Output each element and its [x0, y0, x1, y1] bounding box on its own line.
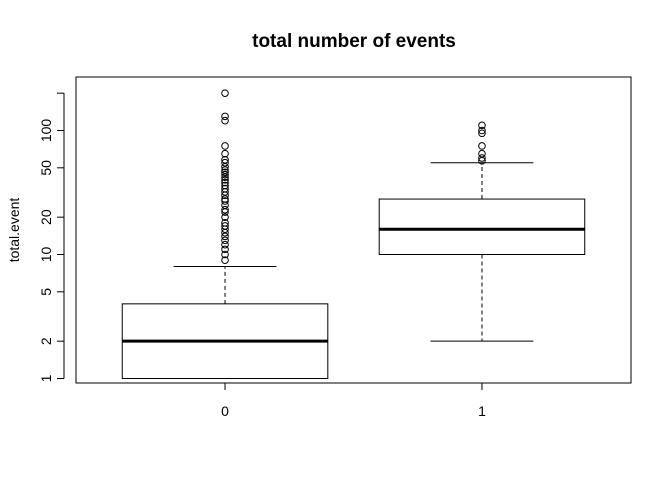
- outlier-point: [221, 240, 229, 249]
- outlier-point: [221, 173, 229, 182]
- outlier-point: [221, 170, 229, 179]
- y-tick-label: 5: [38, 288, 54, 296]
- outlier-point: [221, 181, 229, 190]
- y-tick-label: 10: [38, 247, 54, 263]
- outlier-point: [221, 158, 229, 167]
- y-axis: 1 2 5 10 20 50 100: [38, 92, 65, 382]
- y-tick-label: 20: [38, 209, 54, 225]
- outlier-point: [221, 219, 229, 227]
- outlier-point: [221, 168, 229, 177]
- outlier-point: [221, 213, 229, 221]
- outlier-point: [221, 112, 229, 121]
- outlier-point: [221, 205, 229, 214]
- x-tick-label: 1: [478, 403, 486, 419]
- outlier-point: [478, 154, 486, 162]
- outlier-point: [221, 89, 229, 97]
- y-axis-label: total.event: [6, 198, 22, 263]
- y-tick-label: 100: [38, 119, 54, 143]
- outlier-point: [221, 197, 229, 205]
- y-tick-label: 50: [38, 160, 54, 176]
- outlier-point: [221, 166, 229, 174]
- outlier-point: [221, 236, 229, 245]
- x-tick-label: 0: [221, 403, 229, 419]
- outlier-point: [221, 149, 229, 158]
- outlier-point: [221, 222, 229, 230]
- outlier-point: [478, 126, 486, 135]
- chart-title: total number of events: [252, 31, 456, 52]
- outlier-point: [221, 116, 229, 125]
- outlier-point: [478, 121, 486, 130]
- outlier-point: [221, 184, 229, 193]
- iqr-box: [378, 198, 586, 256]
- y-tick-label: 1: [38, 374, 54, 382]
- outlier-point: [478, 149, 486, 158]
- outlier-point: [221, 256, 229, 264]
- outlier-point: [221, 195, 229, 203]
- outlier-point: [221, 142, 229, 150]
- box-group-0: [121, 89, 329, 380]
- boxes: [121, 89, 586, 380]
- outlier-point: [221, 232, 229, 241]
- outlier-point: [221, 245, 229, 254]
- box-group-1: [378, 121, 586, 342]
- outlier-point: [221, 250, 229, 259]
- y-tick-label: 2: [38, 337, 54, 345]
- outlier-point: [221, 176, 229, 184]
- outlier-point: [478, 142, 486, 150]
- outlier-point: [221, 178, 229, 187]
- outlier-point: [478, 129, 486, 138]
